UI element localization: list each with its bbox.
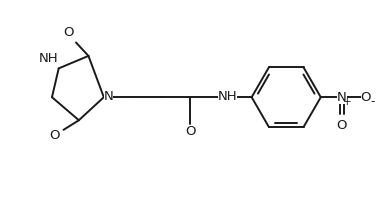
Text: -: - — [370, 94, 375, 108]
Text: O: O — [361, 91, 371, 104]
Text: NH: NH — [38, 52, 58, 65]
Text: NH: NH — [218, 90, 237, 103]
Text: O: O — [50, 129, 60, 142]
Text: N: N — [337, 91, 347, 104]
Text: O: O — [337, 119, 347, 132]
Text: N: N — [104, 90, 113, 103]
Text: +: + — [343, 97, 352, 107]
Text: O: O — [63, 26, 74, 39]
Text: O: O — [185, 125, 196, 138]
